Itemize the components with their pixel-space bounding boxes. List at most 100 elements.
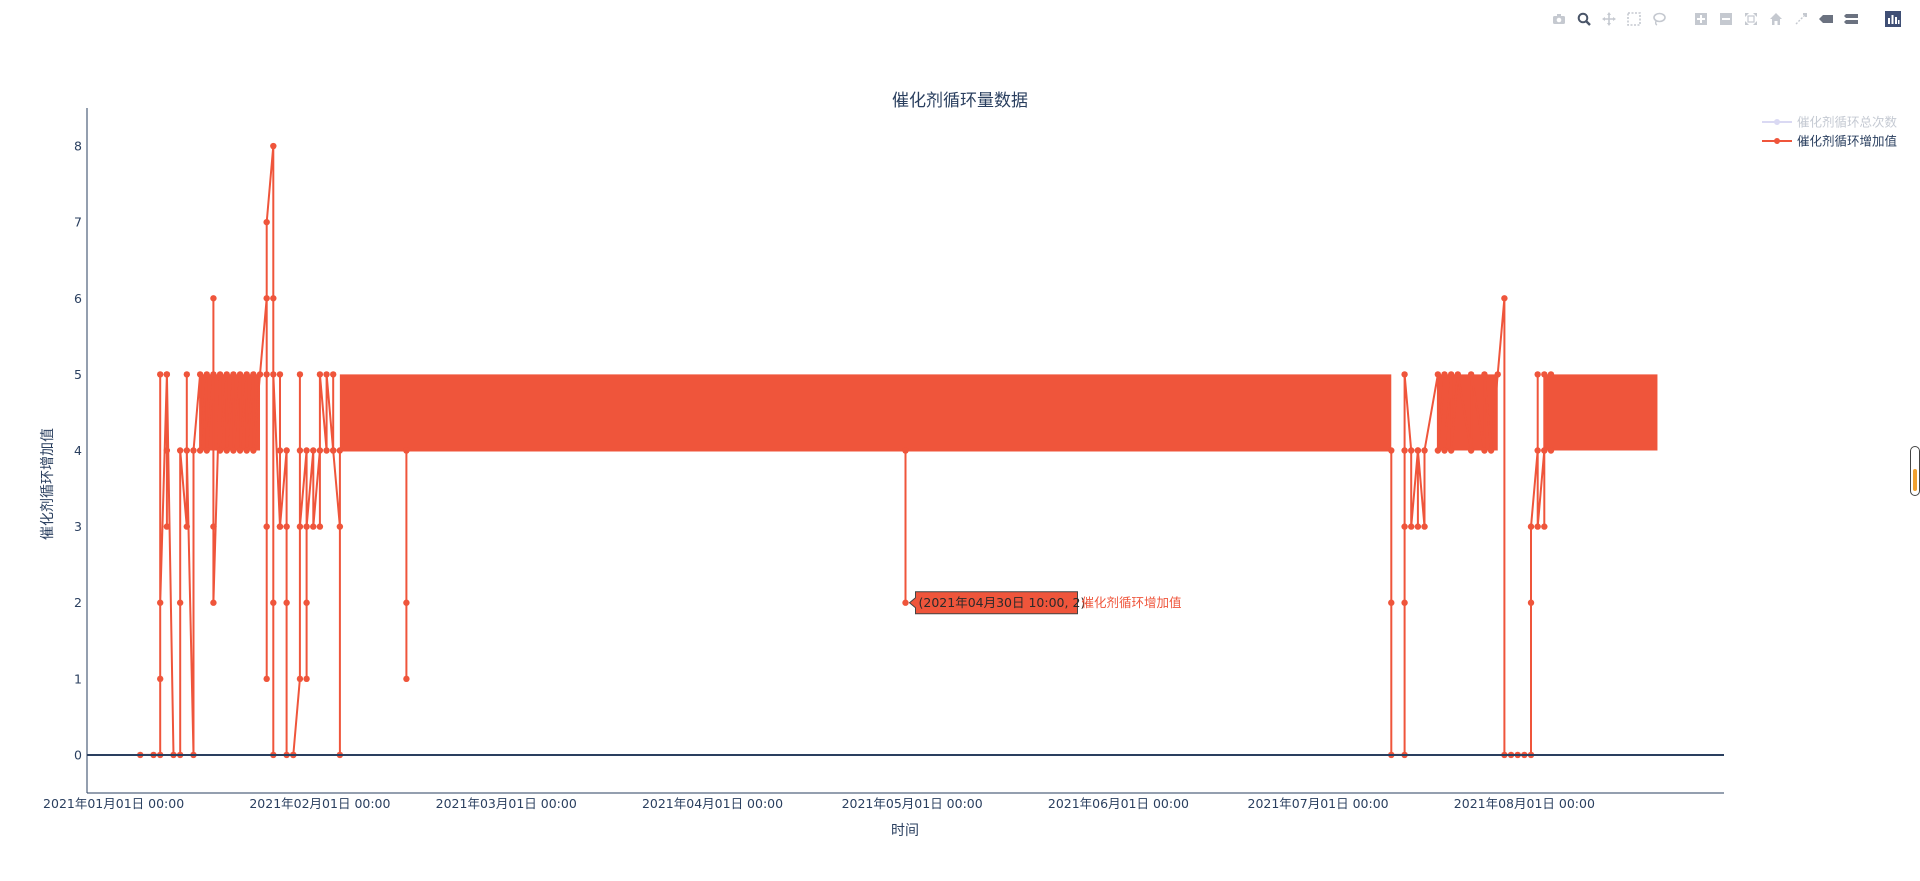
data-point: [1414, 447, 1422, 454]
data-point: [183, 523, 191, 530]
series-dense-band: [1544, 374, 1658, 451]
data-point: [163, 447, 171, 454]
scroll-handle[interactable]: [1910, 446, 1920, 496]
download-plot-icon[interactable]: [1550, 10, 1568, 28]
data-point: [330, 447, 337, 454]
pan-icon[interactable]: [1600, 10, 1618, 28]
legend-item: 催化剂循环总次数: [1762, 115, 1898, 130]
data-point: [1494, 371, 1501, 378]
scroll-handle-fill: [1913, 469, 1917, 491]
data-point: [263, 371, 270, 378]
data-point: [276, 523, 284, 530]
data-point: [902, 447, 909, 454]
hover-compare-icon[interactable]: [1842, 10, 1860, 28]
data-point: [250, 371, 257, 378]
data-point: [1447, 447, 1455, 454]
zoom-icon[interactable]: [1575, 10, 1593, 28]
autoscale-icon[interactable]: [1742, 10, 1760, 28]
data-point: [263, 523, 270, 530]
x-axis-title: 时间: [891, 823, 919, 839]
data-point: [1534, 523, 1541, 530]
y-tick-label: 6: [74, 291, 82, 306]
data-point: [1454, 371, 1462, 378]
y-tick-label: 2: [74, 595, 82, 610]
data-point: [210, 599, 217, 606]
data-point: [256, 371, 264, 378]
data-point: [1421, 523, 1428, 530]
data-point: [283, 447, 290, 454]
data-point: [243, 447, 250, 454]
legend-swatch-marker: [1774, 138, 1780, 144]
plot-area[interactable]: [137, 142, 1658, 759]
x-tick-label: 2021年07月01日 00:00: [1248, 796, 1389, 811]
data-point: [403, 599, 410, 606]
data-point: [336, 523, 344, 530]
data-point: [1414, 523, 1422, 530]
lasso-select-icon[interactable]: [1650, 10, 1668, 28]
hover-value: (2021年04月30日 10:00, 2): [919, 595, 1086, 610]
series-dense-band: [1437, 374, 1498, 451]
data-point: [296, 371, 304, 378]
data-point: [263, 675, 270, 683]
y-tick-label: 8: [74, 139, 82, 154]
data-point: [316, 447, 324, 454]
data-point: [323, 447, 330, 454]
data-point: [1401, 523, 1408, 530]
hover-box: [908, 591, 1078, 615]
box-select-icon[interactable]: [1625, 10, 1643, 28]
zoom-out-icon[interactable]: [1717, 10, 1735, 28]
data-point: [1527, 523, 1535, 530]
hover-series-label: 催化剂循环增加值: [1082, 595, 1182, 610]
data-point: [403, 447, 410, 454]
data-point: [156, 371, 164, 378]
data-point: [276, 371, 284, 378]
data-point: [270, 142, 277, 150]
data-point: [330, 371, 337, 378]
data-point: [263, 295, 270, 302]
legend-label: 催化剂循环总次数: [1797, 115, 1898, 130]
data-point: [156, 675, 164, 683]
data-point: [303, 675, 310, 683]
data-point: [1401, 371, 1408, 378]
data-point: [1534, 447, 1541, 454]
data-point: [263, 218, 270, 226]
x-tick-label: 2021年08月01日 00:00: [1454, 796, 1595, 811]
spike-lines-icon[interactable]: [1792, 10, 1810, 28]
data-point: [1481, 447, 1488, 454]
data-point: [1388, 447, 1395, 454]
data-point: [210, 371, 217, 378]
data-point: [203, 447, 210, 454]
x-tick-label: 2021年01月01日 00:00: [43, 796, 184, 811]
reset-axes-icon[interactable]: [1767, 10, 1785, 28]
legend-item: 催化剂循环增加值: [1762, 134, 1897, 149]
data-point: [183, 371, 191, 378]
data-point: [270, 295, 277, 302]
series-dense-band: [339, 374, 1392, 451]
data-point: [336, 447, 344, 454]
data-point: [243, 371, 250, 378]
data-point: [176, 447, 184, 454]
data-point: [303, 447, 310, 454]
data-point: [1401, 447, 1408, 454]
data-point: [902, 599, 909, 606]
data-point: [1408, 447, 1415, 454]
data-point: [230, 447, 237, 454]
plotly-logo-icon[interactable]: [1884, 10, 1902, 28]
data-point: [1421, 447, 1428, 454]
y-tick-label: 4: [74, 443, 82, 458]
data-point: [236, 371, 244, 378]
data-point: [156, 599, 164, 606]
data-point: [1401, 599, 1408, 606]
data-point: [250, 447, 257, 454]
zoom-in-icon[interactable]: [1692, 10, 1710, 28]
data-point: [223, 447, 230, 454]
data-point: [276, 447, 284, 454]
data-point: [1547, 447, 1555, 454]
hover-closest-icon[interactable]: [1817, 10, 1835, 28]
y-tick-label: 7: [74, 215, 82, 230]
data-point: [316, 523, 324, 530]
data-point: [1534, 371, 1541, 378]
data-point: [296, 675, 304, 683]
